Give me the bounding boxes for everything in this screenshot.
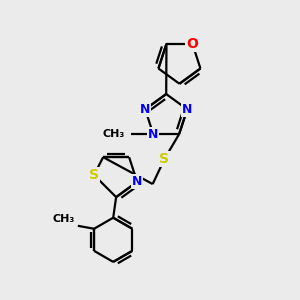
Text: O: O xyxy=(187,37,198,51)
Text: S: S xyxy=(160,152,170,166)
Text: N: N xyxy=(182,103,192,116)
Text: CH₃: CH₃ xyxy=(53,214,75,224)
Text: N: N xyxy=(148,128,158,140)
Text: S: S xyxy=(89,168,99,182)
Text: N: N xyxy=(132,176,142,188)
Text: N: N xyxy=(140,103,150,116)
Text: CH₃: CH₃ xyxy=(103,129,125,139)
